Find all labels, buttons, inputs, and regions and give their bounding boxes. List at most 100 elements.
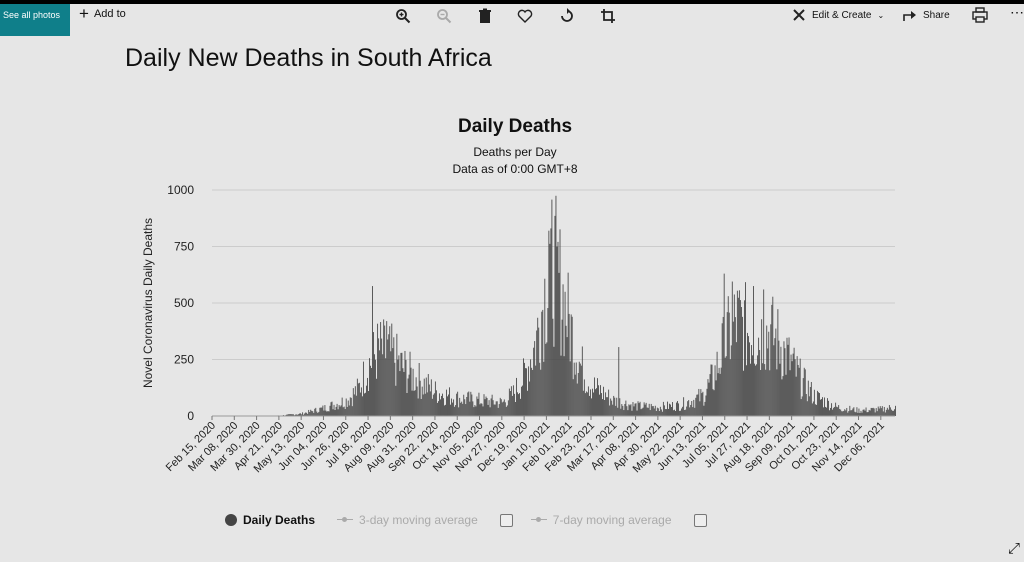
edit-create-button[interactable]: Edit & Create ⌄ [792, 8, 884, 22]
bar [671, 407, 672, 416]
bar [457, 391, 459, 416]
bar [471, 394, 473, 416]
bar [805, 394, 807, 416]
zoom-in-icon[interactable] [393, 6, 413, 26]
bar [678, 403, 680, 416]
bar [529, 381, 531, 416]
bar [535, 365, 537, 416]
bar [600, 385, 601, 416]
bar [531, 367, 533, 416]
chart-data-timestamp: Data as of 0:00 GMT+8 [452, 162, 578, 176]
bar [503, 399, 505, 416]
bar [663, 405, 665, 416]
bar [375, 359, 377, 416]
bar [643, 402, 645, 416]
bar [879, 406, 881, 416]
zoom-out-icon[interactable] [434, 6, 454, 26]
bar [336, 403, 338, 416]
bar [822, 397, 823, 416]
legend-item-3day-avg[interactable]: 3-day moving average [337, 513, 478, 527]
bar [623, 410, 625, 416]
more-options-icon[interactable]: ⋯ [1010, 4, 1024, 20]
bar [871, 408, 873, 416]
bar [596, 388, 597, 416]
bar [783, 341, 785, 416]
rotate-icon[interactable] [557, 6, 577, 26]
bar [376, 378, 378, 416]
bar [498, 404, 500, 416]
bar [772, 296, 774, 416]
bar [403, 371, 405, 416]
bar [603, 386, 605, 416]
legend-item-daily-deaths[interactable]: Daily Deaths [225, 513, 315, 527]
bar [521, 386, 522, 416]
bar [553, 346, 555, 416]
bar [319, 407, 321, 416]
bar [627, 410, 629, 416]
bar [690, 404, 692, 416]
legend-checkbox-3day[interactable] [499, 513, 513, 527]
bar [536, 330, 538, 416]
bar [811, 403, 813, 416]
bar [595, 389, 596, 416]
crop-icon[interactable] [598, 6, 618, 26]
see-all-photos-button[interactable]: See all photos [0, 4, 70, 36]
bar [762, 363, 764, 416]
bar [580, 365, 582, 416]
bar [602, 399, 604, 416]
bar [571, 316, 573, 416]
bar [764, 364, 766, 416]
bar [338, 405, 340, 416]
bar [746, 365, 747, 416]
bar [446, 389, 447, 416]
bar [473, 407, 475, 416]
bar [709, 374, 711, 416]
bar [738, 290, 740, 416]
bar [732, 321, 734, 416]
favorite-heart-icon[interactable] [515, 6, 535, 26]
bar [749, 342, 750, 416]
bar [872, 407, 874, 416]
bar [648, 403, 650, 416]
bar [876, 411, 878, 416]
bar [544, 278, 546, 416]
bar [546, 342, 548, 416]
bar [404, 350, 406, 416]
bar [882, 411, 884, 416]
bar [729, 359, 731, 416]
bar [826, 407, 827, 416]
expand-icon[interactable]: ⤢ [1008, 540, 1021, 557]
bar [362, 361, 364, 416]
bar [717, 373, 719, 416]
legend-checkbox-7day[interactable] [693, 513, 707, 527]
bar [857, 412, 859, 416]
bar [614, 397, 616, 416]
legend-line-marker-icon [337, 514, 354, 526]
bar [613, 395, 615, 416]
bar [860, 410, 862, 416]
bar [516, 377, 517, 416]
bar [624, 404, 626, 416]
delete-icon[interactable] [475, 6, 495, 26]
print-icon[interactable] [972, 7, 988, 26]
bar [720, 367, 722, 416]
bar [701, 393, 703, 416]
bar [606, 397, 608, 416]
legend-item-7day-avg[interactable]: 7-day moving average [530, 513, 672, 527]
bar [562, 284, 564, 416]
bar [638, 403, 640, 416]
bar [541, 311, 543, 416]
bar [467, 392, 469, 416]
bar [387, 339, 389, 416]
bar [707, 379, 709, 416]
bar [829, 410, 830, 416]
bar [769, 370, 771, 416]
bar [698, 388, 700, 416]
add-to-button[interactable]: + Add to [79, 5, 126, 22]
bar [300, 413, 302, 416]
bar [340, 405, 342, 416]
bar [585, 391, 587, 416]
bar [683, 397, 685, 416]
share-button[interactable]: Share [903, 8, 950, 22]
bar [653, 408, 655, 416]
